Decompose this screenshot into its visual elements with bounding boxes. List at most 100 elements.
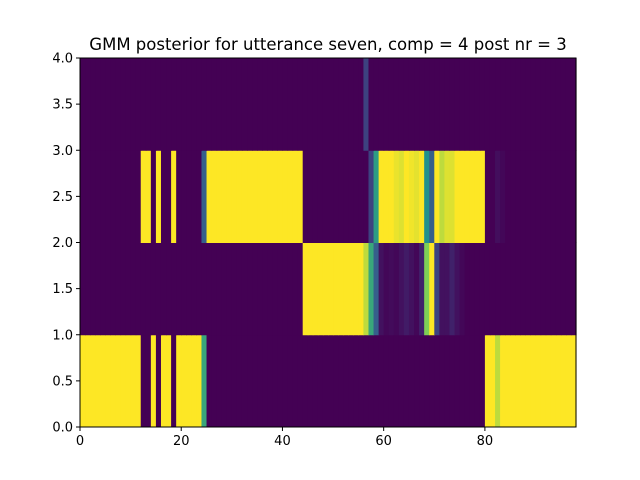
- heatmap-cell: [474, 242, 481, 336]
- heatmap-cell: [570, 242, 577, 336]
- heatmap-cell: [272, 334, 278, 428]
- heatmap-cell: [312, 58, 319, 151]
- heatmap-cell: [145, 58, 152, 151]
- heatmap-cell: [317, 334, 324, 428]
- heatmap-cell: [262, 58, 268, 151]
- heatmap-cell: [120, 58, 127, 151]
- heatmap-cell: [510, 334, 516, 428]
- heatmap-cell: [160, 58, 167, 151]
- heatmap-cell: [100, 150, 106, 243]
- heatmap-cell: [444, 334, 451, 428]
- heatmap-cell: [383, 150, 390, 243]
- heatmap-cell: [272, 150, 278, 243]
- heatmap-cell: [550, 242, 557, 336]
- heatmap-cell: [500, 58, 506, 151]
- heatmap-cell: [201, 242, 208, 336]
- heatmap-cell: [226, 334, 233, 428]
- heatmap-cell: [257, 150, 263, 243]
- heatmap-cell: [439, 150, 446, 243]
- heatmap-cell: [419, 242, 425, 336]
- heatmap-cell: [495, 334, 501, 428]
- heatmap-row-2: [80, 150, 577, 243]
- x-tick-label: 20: [173, 434, 190, 449]
- heatmap-cell: [80, 150, 86, 243]
- x-tick-label: 80: [477, 434, 494, 449]
- heatmap-cell: [459, 150, 466, 243]
- heatmap-cell: [479, 334, 486, 428]
- heatmap-cell: [358, 334, 365, 428]
- heatmap-cell: [307, 242, 314, 336]
- heatmap-cell: [444, 242, 451, 336]
- heatmap-cell: [555, 58, 562, 151]
- heatmap-cell: [206, 334, 213, 428]
- heatmap-cell: [545, 242, 552, 336]
- heatmap-cell: [515, 242, 521, 336]
- heatmap-cell: [282, 242, 289, 336]
- heatmap-cell: [515, 150, 521, 243]
- heatmap-cell: [90, 150, 96, 243]
- heatmap-cell: [130, 150, 137, 243]
- heatmap-cell: [333, 242, 339, 336]
- heatmap-cell: [348, 242, 354, 336]
- heatmap-cell: [444, 150, 451, 243]
- heatmap-cell: [211, 334, 218, 428]
- y-tick-label: 3.0: [52, 144, 73, 159]
- heatmap-cell: [565, 150, 572, 243]
- y-tick-label: 1.5: [52, 282, 73, 297]
- heatmap-cell: [322, 58, 329, 151]
- heatmap-cell: [474, 58, 481, 151]
- heatmap-cell: [231, 150, 238, 243]
- heatmap-cell: [135, 58, 142, 151]
- heatmap-cell: [277, 242, 284, 336]
- heatmap-cell: [454, 334, 461, 428]
- heatmap-cell: [414, 150, 420, 243]
- heatmap-cell: [302, 242, 309, 336]
- heatmap-cell: [297, 242, 304, 336]
- heatmap-cell: [540, 334, 547, 428]
- heatmap-cell: [115, 334, 122, 428]
- heatmap-cell: [500, 334, 506, 428]
- x-tick-label: 0: [76, 434, 84, 449]
- heatmap-cell: [90, 334, 96, 428]
- heatmap-cell: [297, 58, 304, 151]
- y-tick-label: 4.0: [52, 52, 73, 67]
- heatmap-cell: [459, 334, 466, 428]
- heatmap-cell: [414, 58, 420, 151]
- heatmap-cell: [353, 242, 359, 336]
- heatmap-cell: [176, 58, 182, 151]
- heatmap-cell: [125, 150, 132, 243]
- heatmap-cell: [297, 334, 304, 428]
- heatmap-cell: [555, 242, 562, 336]
- heatmap-cell: [247, 242, 253, 336]
- heatmap-cell: [570, 150, 577, 243]
- heatmap-cell: [120, 150, 127, 243]
- heatmap-cell: [252, 150, 258, 243]
- heatmap-cell: [155, 58, 162, 151]
- heatmap-cell: [231, 242, 238, 336]
- heatmap-cell: [145, 242, 152, 336]
- heatmap-cell: [247, 150, 253, 243]
- heatmap-cell: [414, 242, 420, 336]
- heatmap-cell: [408, 150, 415, 243]
- heatmap-cell: [333, 150, 339, 243]
- x-tick-label: 40: [274, 434, 291, 449]
- heatmap-cell: [368, 334, 375, 428]
- heatmap-cell: [545, 58, 552, 151]
- heatmap-cell: [176, 242, 182, 336]
- heatmap-cell: [176, 150, 182, 243]
- heatmap-cell: [221, 150, 228, 243]
- heatmap-cell: [358, 150, 365, 243]
- heatmap-cell: [530, 58, 537, 151]
- heatmap-cell: [130, 242, 137, 336]
- heatmap-cell: [191, 334, 198, 428]
- heatmap-cell: [348, 58, 354, 151]
- heatmap-cell: [348, 150, 354, 243]
- heatmap-cell: [439, 242, 446, 336]
- heatmap-cell: [216, 242, 223, 336]
- heatmap-cell: [125, 58, 132, 151]
- heatmap-cell: [469, 150, 476, 243]
- heatmap-cell: [115, 242, 122, 336]
- heatmap-cell: [171, 58, 177, 151]
- heatmap-cell: [373, 58, 380, 151]
- heatmap-cell: [565, 58, 572, 151]
